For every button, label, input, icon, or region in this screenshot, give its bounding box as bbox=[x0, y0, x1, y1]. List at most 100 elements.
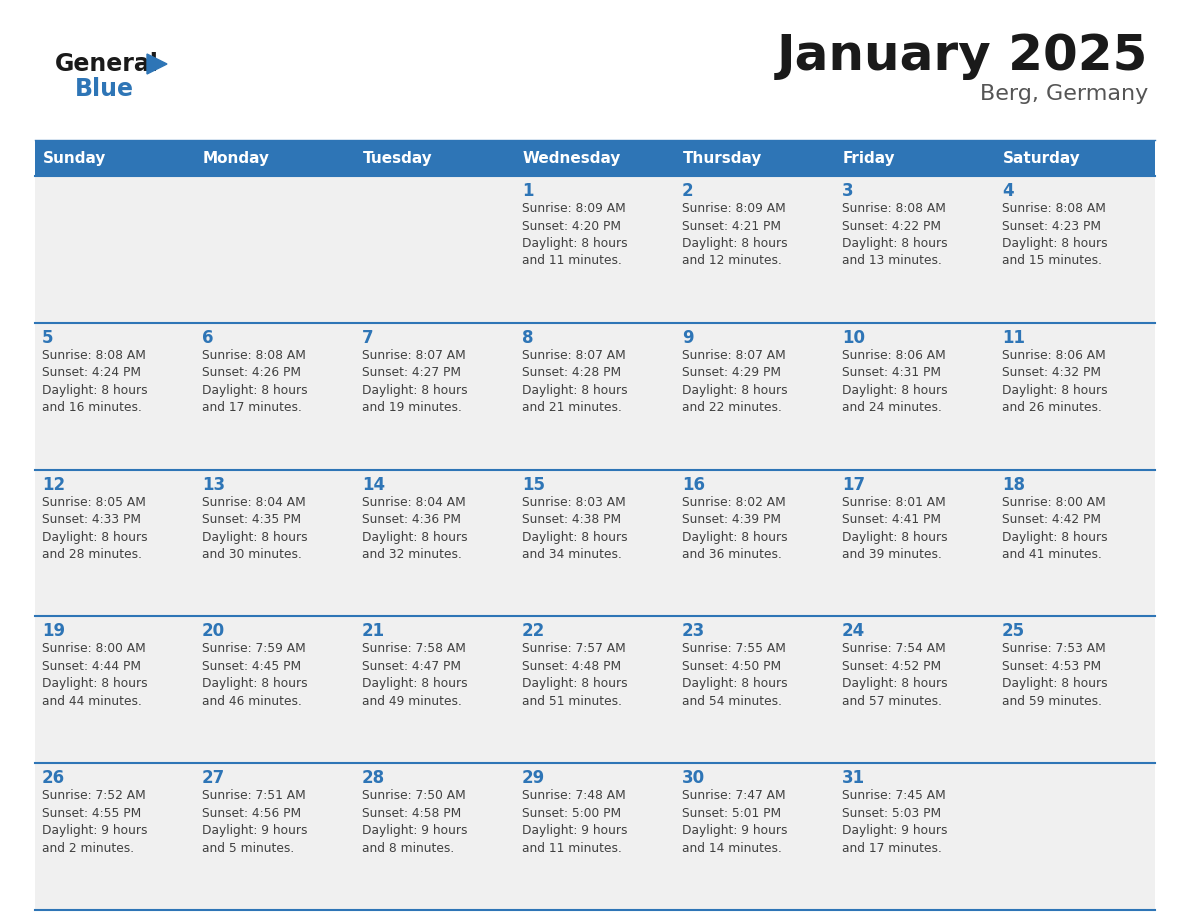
Text: Sunset: 4:47 PM: Sunset: 4:47 PM bbox=[362, 660, 461, 673]
Text: and 34 minutes.: and 34 minutes. bbox=[522, 548, 621, 561]
Text: Daylight: 8 hours: Daylight: 8 hours bbox=[1001, 677, 1107, 690]
Text: Sunset: 4:39 PM: Sunset: 4:39 PM bbox=[682, 513, 781, 526]
Text: 24: 24 bbox=[842, 622, 865, 641]
Bar bbox=[34, 616, 1155, 763]
Text: Daylight: 9 hours: Daylight: 9 hours bbox=[842, 824, 948, 837]
Text: Daylight: 8 hours: Daylight: 8 hours bbox=[522, 677, 627, 690]
Text: Sunrise: 7:54 AM: Sunrise: 7:54 AM bbox=[842, 643, 946, 655]
Text: Sunrise: 7:48 AM: Sunrise: 7:48 AM bbox=[522, 789, 626, 802]
Text: 15: 15 bbox=[522, 476, 545, 494]
Text: Daylight: 8 hours: Daylight: 8 hours bbox=[842, 237, 948, 250]
Text: Daylight: 8 hours: Daylight: 8 hours bbox=[362, 677, 468, 690]
Text: Daylight: 8 hours: Daylight: 8 hours bbox=[682, 384, 788, 397]
Text: Daylight: 8 hours: Daylight: 8 hours bbox=[1001, 384, 1107, 397]
Text: 14: 14 bbox=[362, 476, 385, 494]
Text: 11: 11 bbox=[1001, 329, 1025, 347]
Text: Daylight: 8 hours: Daylight: 8 hours bbox=[42, 677, 147, 690]
Text: and 30 minutes.: and 30 minutes. bbox=[202, 548, 302, 561]
Text: 22: 22 bbox=[522, 622, 545, 641]
Text: Blue: Blue bbox=[75, 77, 134, 101]
Text: Sunset: 4:44 PM: Sunset: 4:44 PM bbox=[42, 660, 141, 673]
Text: General: General bbox=[55, 52, 159, 76]
Text: Sunset: 4:20 PM: Sunset: 4:20 PM bbox=[522, 219, 621, 232]
Text: Daylight: 8 hours: Daylight: 8 hours bbox=[842, 677, 948, 690]
Text: Daylight: 8 hours: Daylight: 8 hours bbox=[202, 531, 308, 543]
Text: Daylight: 8 hours: Daylight: 8 hours bbox=[362, 531, 468, 543]
Text: Sunrise: 7:58 AM: Sunrise: 7:58 AM bbox=[362, 643, 466, 655]
Text: 6: 6 bbox=[202, 329, 214, 347]
Text: Friday: Friday bbox=[843, 151, 896, 165]
Text: Sunrise: 7:57 AM: Sunrise: 7:57 AM bbox=[522, 643, 626, 655]
Text: Daylight: 9 hours: Daylight: 9 hours bbox=[42, 824, 147, 837]
Text: and 14 minutes.: and 14 minutes. bbox=[682, 842, 782, 855]
Text: Sunrise: 8:04 AM: Sunrise: 8:04 AM bbox=[202, 496, 305, 509]
Text: 10: 10 bbox=[842, 329, 865, 347]
Text: Daylight: 8 hours: Daylight: 8 hours bbox=[202, 677, 308, 690]
Text: Daylight: 8 hours: Daylight: 8 hours bbox=[1001, 237, 1107, 250]
Text: Sunset: 4:21 PM: Sunset: 4:21 PM bbox=[682, 219, 781, 232]
Bar bbox=[34, 470, 1155, 616]
Text: Sunset: 4:32 PM: Sunset: 4:32 PM bbox=[1001, 366, 1101, 379]
Text: Sunset: 4:36 PM: Sunset: 4:36 PM bbox=[362, 513, 461, 526]
Text: and 28 minutes.: and 28 minutes. bbox=[42, 548, 143, 561]
Text: Sunrise: 7:53 AM: Sunrise: 7:53 AM bbox=[1001, 643, 1106, 655]
Text: and 39 minutes.: and 39 minutes. bbox=[842, 548, 942, 561]
Text: Sunrise: 8:02 AM: Sunrise: 8:02 AM bbox=[682, 496, 785, 509]
Text: and 49 minutes.: and 49 minutes. bbox=[362, 695, 462, 708]
Text: Sunrise: 8:07 AM: Sunrise: 8:07 AM bbox=[522, 349, 626, 362]
Text: and 8 minutes.: and 8 minutes. bbox=[362, 842, 454, 855]
Text: 3: 3 bbox=[842, 182, 854, 200]
Text: Sunset: 4:41 PM: Sunset: 4:41 PM bbox=[842, 513, 941, 526]
Text: Sunset: 4:52 PM: Sunset: 4:52 PM bbox=[842, 660, 941, 673]
Text: and 5 minutes.: and 5 minutes. bbox=[202, 842, 295, 855]
Text: and 11 minutes.: and 11 minutes. bbox=[522, 254, 621, 267]
Text: 12: 12 bbox=[42, 476, 65, 494]
Text: 5: 5 bbox=[42, 329, 53, 347]
Text: Sunset: 4:55 PM: Sunset: 4:55 PM bbox=[42, 807, 141, 820]
Polygon shape bbox=[147, 54, 168, 74]
Text: Sunset: 4:31 PM: Sunset: 4:31 PM bbox=[842, 366, 941, 379]
Text: 18: 18 bbox=[1001, 476, 1025, 494]
Text: Sunset: 5:00 PM: Sunset: 5:00 PM bbox=[522, 807, 621, 820]
Text: 30: 30 bbox=[682, 769, 706, 788]
Text: Sunset: 5:03 PM: Sunset: 5:03 PM bbox=[842, 807, 941, 820]
Text: Sunset: 4:33 PM: Sunset: 4:33 PM bbox=[42, 513, 141, 526]
Text: Daylight: 8 hours: Daylight: 8 hours bbox=[682, 237, 788, 250]
Bar bbox=[34, 763, 1155, 910]
Text: Sunset: 4:42 PM: Sunset: 4:42 PM bbox=[1001, 513, 1101, 526]
Text: and 21 minutes.: and 21 minutes. bbox=[522, 401, 621, 414]
Text: 29: 29 bbox=[522, 769, 545, 788]
Text: and 2 minutes.: and 2 minutes. bbox=[42, 842, 134, 855]
Text: 1: 1 bbox=[522, 182, 533, 200]
Bar bbox=[34, 140, 1155, 176]
Text: 7: 7 bbox=[362, 329, 373, 347]
Text: 26: 26 bbox=[42, 769, 65, 788]
Text: Sunrise: 8:00 AM: Sunrise: 8:00 AM bbox=[42, 643, 146, 655]
Text: Sunrise: 8:07 AM: Sunrise: 8:07 AM bbox=[682, 349, 785, 362]
Text: Sunrise: 8:00 AM: Sunrise: 8:00 AM bbox=[1001, 496, 1106, 509]
Text: Sunset: 4:53 PM: Sunset: 4:53 PM bbox=[1001, 660, 1101, 673]
Text: Daylight: 9 hours: Daylight: 9 hours bbox=[202, 824, 308, 837]
Text: 25: 25 bbox=[1001, 622, 1025, 641]
Text: and 26 minutes.: and 26 minutes. bbox=[1001, 401, 1102, 414]
Text: Sunset: 4:48 PM: Sunset: 4:48 PM bbox=[522, 660, 621, 673]
Text: Daylight: 9 hours: Daylight: 9 hours bbox=[362, 824, 468, 837]
Text: Daylight: 8 hours: Daylight: 8 hours bbox=[682, 677, 788, 690]
Text: Sunrise: 7:52 AM: Sunrise: 7:52 AM bbox=[42, 789, 146, 802]
Text: 8: 8 bbox=[522, 329, 533, 347]
Text: Sunrise: 8:08 AM: Sunrise: 8:08 AM bbox=[202, 349, 305, 362]
Text: Sunrise: 7:47 AM: Sunrise: 7:47 AM bbox=[682, 789, 785, 802]
Text: Sunrise: 8:03 AM: Sunrise: 8:03 AM bbox=[522, 496, 626, 509]
Text: Sunset: 4:23 PM: Sunset: 4:23 PM bbox=[1001, 219, 1101, 232]
Text: 28: 28 bbox=[362, 769, 385, 788]
Text: Sunrise: 8:09 AM: Sunrise: 8:09 AM bbox=[522, 202, 626, 215]
Text: Daylight: 8 hours: Daylight: 8 hours bbox=[682, 531, 788, 543]
Text: Sunset: 5:01 PM: Sunset: 5:01 PM bbox=[682, 807, 782, 820]
Text: Tuesday: Tuesday bbox=[364, 151, 432, 165]
Text: and 51 minutes.: and 51 minutes. bbox=[522, 695, 623, 708]
Text: Sunset: 4:24 PM: Sunset: 4:24 PM bbox=[42, 366, 141, 379]
Text: Sunset: 4:58 PM: Sunset: 4:58 PM bbox=[362, 807, 461, 820]
Text: and 36 minutes.: and 36 minutes. bbox=[682, 548, 782, 561]
Text: Daylight: 8 hours: Daylight: 8 hours bbox=[522, 237, 627, 250]
Text: Sunrise: 8:05 AM: Sunrise: 8:05 AM bbox=[42, 496, 146, 509]
